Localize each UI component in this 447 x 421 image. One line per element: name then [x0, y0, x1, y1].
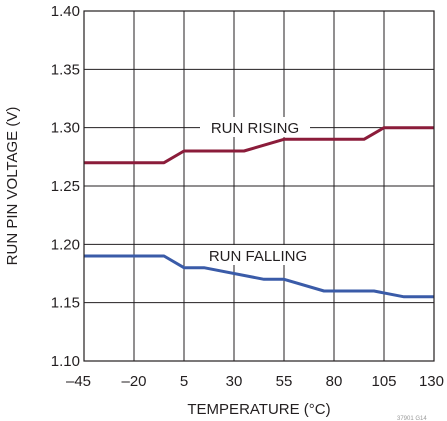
y-tick-labels: 1.10 1.15 1.20 1.25 1.30 1.35 1.40: [51, 3, 80, 370]
x-tick-labels: –45 –20 5 30 55 80 105 130: [66, 373, 444, 390]
y-tick-label: 1.20: [51, 236, 80, 253]
y-tick-label: 1.10: [51, 353, 80, 370]
series-line-run-falling: [84, 254, 434, 299]
y-tick-label: 1.30: [51, 120, 80, 137]
x-tick-label: 30: [226, 373, 243, 390]
x-axis-title: TEMPERATURE (°C): [187, 401, 330, 418]
x-tick-label: 55: [276, 373, 293, 390]
label-backdrop: [199, 245, 317, 265]
x-tick-label: 105: [371, 373, 396, 390]
x-tick-label: 130: [419, 373, 444, 390]
series-label-run-falling: RUN FALLING: [209, 248, 307, 265]
plot-frame: [83, 10, 435, 362]
y-tick-label: 1.25: [51, 178, 80, 195]
series-lines: [84, 126, 434, 299]
label-backdrop: [200, 117, 310, 137]
x-tick-label: 5: [180, 373, 188, 390]
series-line-run-rising: [84, 126, 434, 165]
y-tick-label: 1.40: [51, 3, 80, 20]
y-axis-title: RUN PIN VOLTAGE (V): [4, 107, 21, 266]
series-label-run-rising: RUN RISING: [211, 120, 299, 137]
y-tick-label: 1.35: [51, 61, 80, 78]
figure-id: 37901 G14: [397, 416, 427, 421]
y-tick-label: 1.15: [51, 295, 80, 312]
x-tick-label: 80: [326, 373, 343, 390]
x-tick-label: –20: [121, 373, 146, 390]
x-tick-label: –45: [66, 373, 91, 390]
gridlines: [83, 10, 435, 362]
